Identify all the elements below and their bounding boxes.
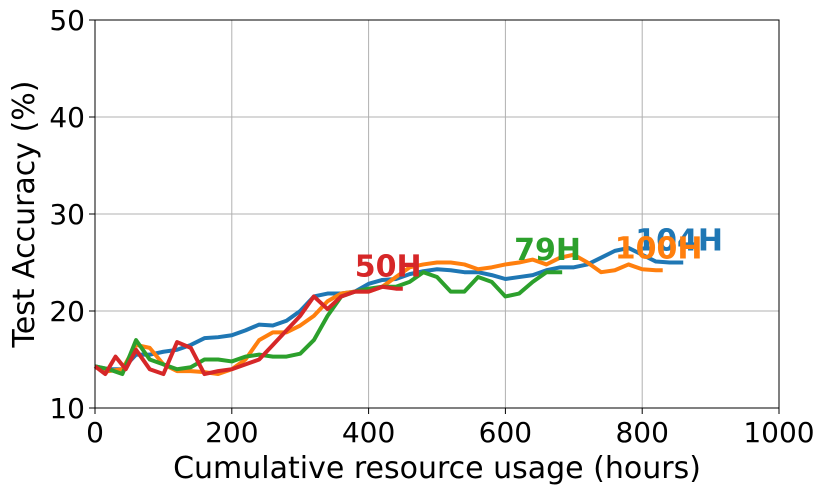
y-tick-label: 10 [49, 392, 85, 425]
y-tick-label: 40 [49, 101, 85, 134]
x-tick-label: 400 [342, 416, 395, 449]
series-line [93, 284, 403, 377]
y-tick-label: 50 [49, 4, 85, 37]
x-tick-label: 1000 [743, 416, 814, 449]
x-axis-label: Cumulative resource usage (hours) [173, 451, 701, 486]
x-tick-label: 0 [86, 416, 104, 449]
y-axis-label: Test Accuracy (%) [7, 80, 42, 348]
x-tick-label: 800 [615, 416, 668, 449]
y-tick-label: 20 [49, 295, 85, 328]
series-label: 104H [635, 224, 723, 259]
y-tick-label: 30 [49, 198, 85, 231]
series-label: 79H [514, 233, 581, 268]
series-label: 100H [615, 231, 703, 266]
x-tick-label: 200 [205, 416, 258, 449]
x-tick-label: 600 [479, 416, 532, 449]
plot-frame [94, 19, 780, 409]
series-label: 50H [355, 250, 422, 285]
series-line [94, 270, 563, 377]
